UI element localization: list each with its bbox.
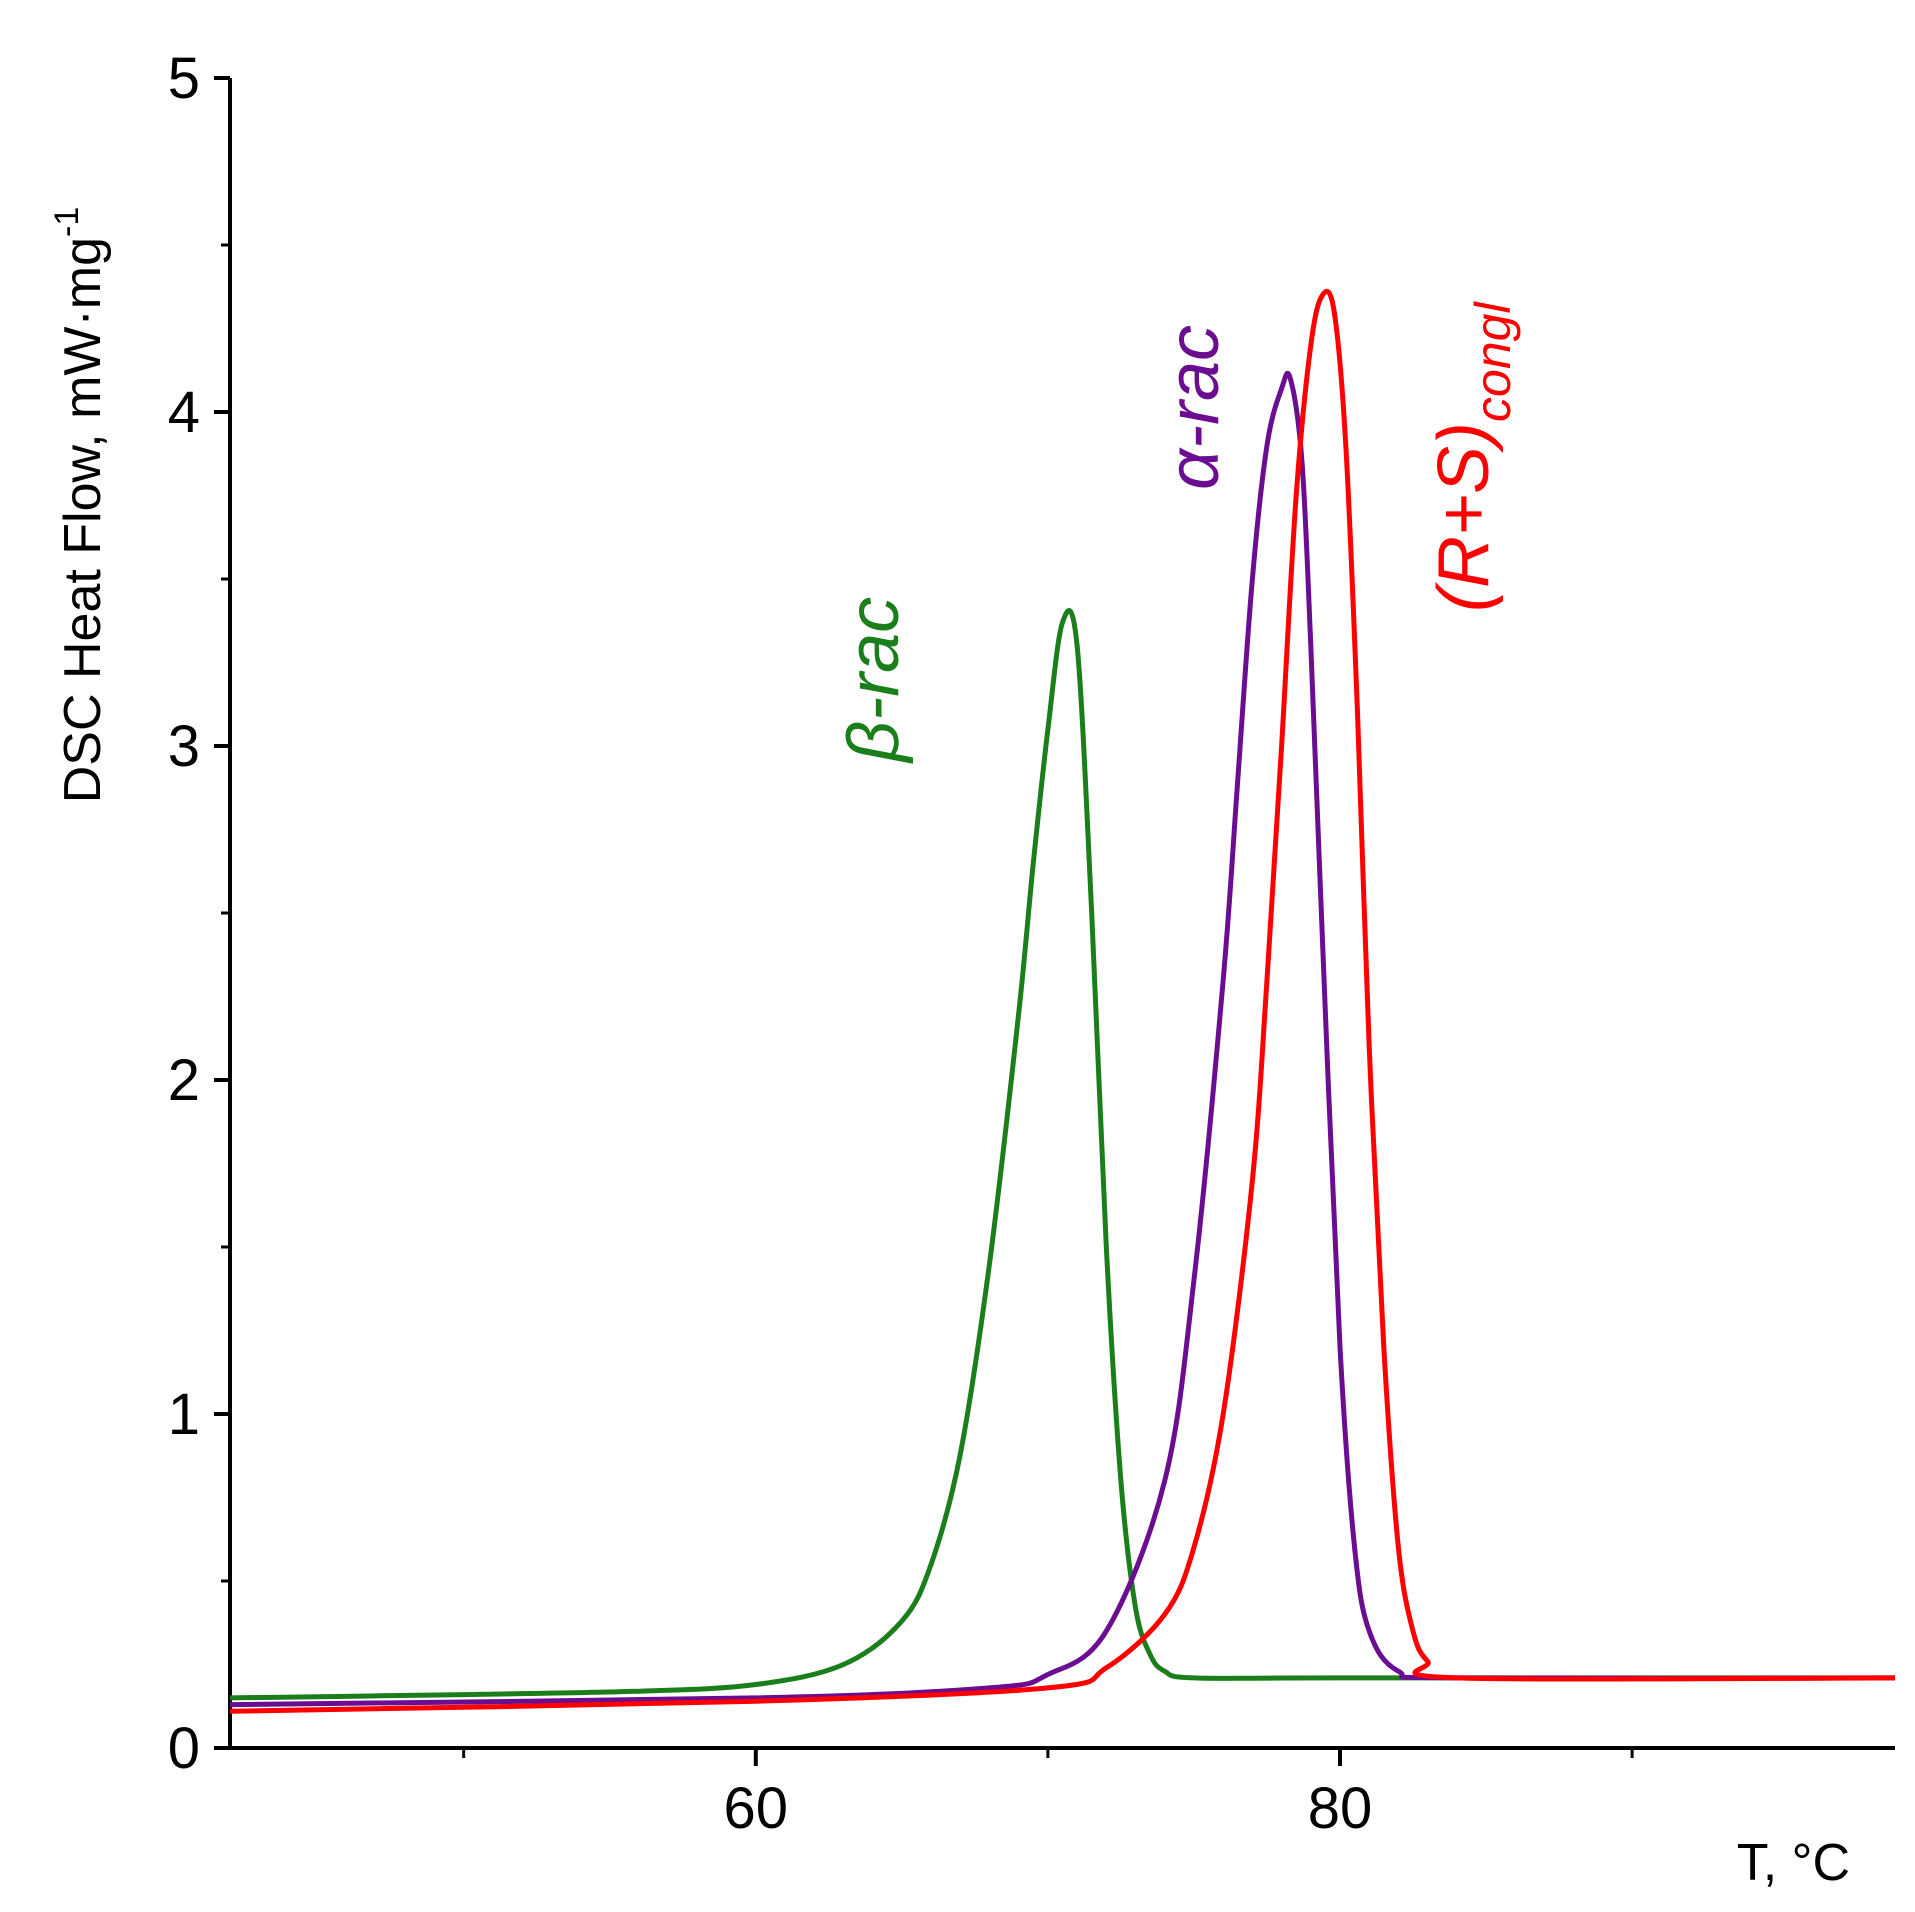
alpha-rac-label-text: α-rac (1154, 325, 1234, 490)
x-tick-label: 80 (1308, 1776, 1373, 1841)
y-axis-title-text: DSC Heat Flow, mW·mg (54, 237, 112, 803)
y-tick-label: 0 (168, 1716, 200, 1781)
beta-rac-curve (229, 608, 1896, 1701)
svg-text:(R+S)congl: (R+S)congl (1424, 301, 1521, 612)
beta-rac-label-text: β-rac (834, 597, 914, 764)
rs-congl-label-subscript: congl (1465, 301, 1521, 422)
y-tick-label: 4 (168, 380, 200, 445)
rs-congl-label-text: (R+S) (1424, 422, 1504, 612)
x-axis-title: T, °C (1737, 1834, 1850, 1892)
beta-rac-label: β-rac (834, 597, 914, 764)
y-tick-label: 5 (168, 46, 200, 111)
alpha-rac-curve (229, 370, 1896, 1708)
rs-congl-label: (R+S)congl (1424, 301, 1521, 612)
svg-text:DSC Heat Flow, mW·mg-1: DSC Heat Flow, mW·mg-1 (48, 207, 112, 804)
y-axis-title-superscript: -1 (48, 207, 86, 237)
y-tick-label: 1 (168, 1382, 200, 1447)
x-tick-label: 60 (724, 1776, 789, 1841)
y-tick-label: 2 (168, 1048, 200, 1113)
alpha-rac-label: α-rac (1154, 325, 1234, 490)
y-tick-label: 3 (168, 714, 200, 779)
rs-congl-curve (229, 288, 1896, 1714)
y-axis-title: DSC Heat Flow, mW·mg-1 (48, 207, 112, 804)
